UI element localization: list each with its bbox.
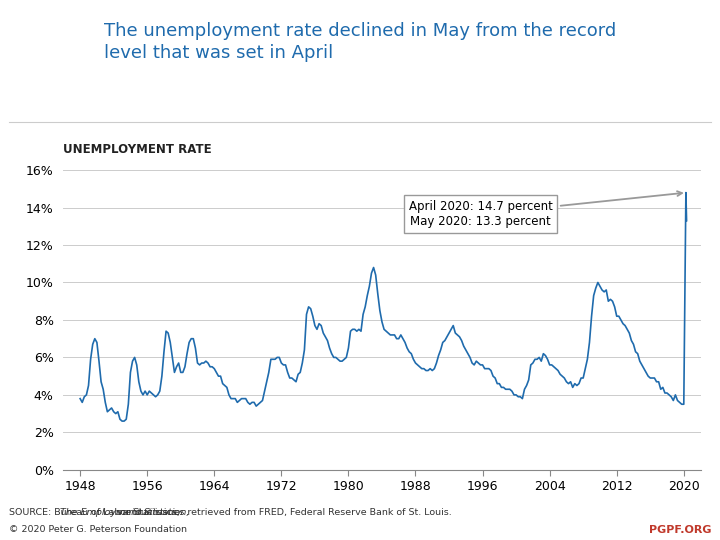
Text: PETER G.: PETER G.: [37, 37, 80, 46]
Text: The unemployment rate declined in May from the record
level that was set in Apri: The unemployment rate declined in May fr…: [104, 22, 616, 62]
Text: © 2020 Peter G. Peterson Foundation: © 2020 Peter G. Peterson Foundation: [9, 525, 186, 534]
Text: SOURCE: Bureau of Labor Statistics,: SOURCE: Bureau of Labor Statistics,: [9, 508, 182, 517]
Polygon shape: [25, 46, 32, 59]
Text: PGPF.ORG: PGPF.ORG: [649, 525, 711, 535]
Polygon shape: [26, 59, 31, 64]
Text: PETERSON: PETERSON: [30, 52, 87, 62]
Text: April 2020: 14.7 percent
May 2020: 13.3 percent: April 2020: 14.7 percent May 2020: 13.3 …: [409, 191, 682, 228]
Text: UNEMPLOYMENT RATE: UNEMPLOYMENT RATE: [63, 143, 212, 156]
Text: The Employment Situation,: The Employment Situation,: [60, 508, 190, 517]
Text: various issues retrieved from FRED, Federal Reserve Bank of St. Louis.: various issues retrieved from FRED, Fede…: [114, 508, 451, 517]
Text: FOUNDATION: FOUNDATION: [37, 70, 80, 76]
Polygon shape: [24, 29, 34, 46]
